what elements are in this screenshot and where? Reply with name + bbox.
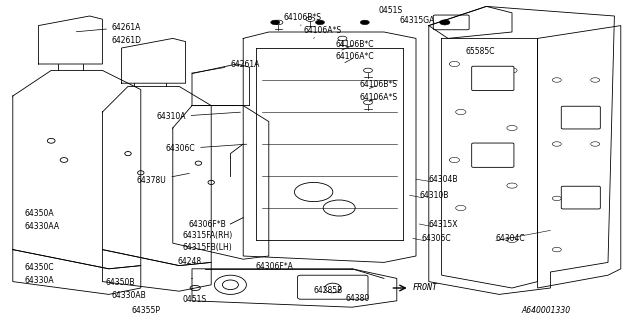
Text: 64106A*S: 64106A*S (304, 26, 342, 38)
Text: 64310B: 64310B (420, 191, 449, 200)
Text: A640001330: A640001330 (522, 306, 571, 315)
Circle shape (271, 20, 280, 25)
Text: 64306F*B: 64306F*B (189, 220, 227, 229)
Text: 64306F*A: 64306F*A (256, 262, 294, 271)
FancyBboxPatch shape (472, 66, 514, 91)
FancyBboxPatch shape (472, 143, 514, 167)
Text: 64315FB(LH): 64315FB(LH) (182, 243, 232, 252)
Circle shape (360, 20, 369, 25)
Text: 64106B*S: 64106B*S (284, 13, 321, 26)
Text: 64310A: 64310A (156, 112, 241, 121)
Text: 64261D: 64261D (112, 36, 142, 44)
Text: 64306C: 64306C (422, 234, 451, 243)
Text: 64330AB: 64330AB (112, 291, 147, 300)
Text: 64304B: 64304B (429, 175, 458, 184)
Text: 64315FA(RH): 64315FA(RH) (182, 231, 233, 240)
Text: 64350C: 64350C (24, 263, 54, 272)
FancyBboxPatch shape (561, 106, 600, 129)
Circle shape (440, 20, 450, 25)
Text: 65585C: 65585C (466, 47, 495, 56)
Text: 64350B: 64350B (106, 278, 135, 287)
Text: 64248: 64248 (178, 257, 202, 266)
Text: 64330A: 64330A (24, 276, 54, 285)
Text: 64106B*C: 64106B*C (336, 40, 374, 50)
Text: 64106B*S: 64106B*S (360, 80, 397, 89)
FancyBboxPatch shape (433, 15, 469, 30)
Text: 64261A: 64261A (191, 60, 260, 73)
Text: FRONT: FRONT (413, 283, 438, 292)
Text: 64355P: 64355P (131, 306, 160, 315)
Text: 64285B: 64285B (314, 286, 343, 295)
Text: 64315GA: 64315GA (400, 16, 435, 25)
Text: 64380: 64380 (346, 294, 370, 303)
Text: 64350A: 64350A (24, 209, 54, 218)
Text: 64304C: 64304C (496, 234, 525, 243)
Text: 64106A*C: 64106A*C (336, 52, 374, 63)
Text: 64330AA: 64330AA (24, 222, 60, 231)
FancyBboxPatch shape (298, 275, 368, 299)
FancyBboxPatch shape (561, 186, 600, 209)
Text: 64315X: 64315X (429, 220, 458, 228)
Text: 64306C: 64306C (166, 144, 247, 153)
Text: 0451S: 0451S (182, 295, 207, 304)
Text: 64378U: 64378U (137, 173, 189, 185)
Text: 64261A: 64261A (76, 23, 141, 32)
Text: 0451S: 0451S (379, 6, 403, 15)
Text: 64106A*S: 64106A*S (360, 93, 398, 102)
Circle shape (316, 20, 324, 25)
